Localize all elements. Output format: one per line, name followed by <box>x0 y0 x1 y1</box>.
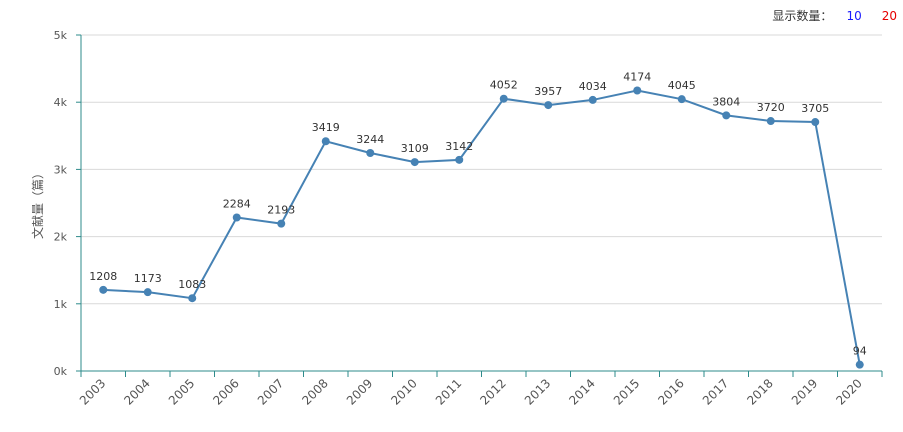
data-point[interactable] <box>811 118 820 127</box>
series-line <box>103 89 861 365</box>
data-label: 3419 <box>312 121 340 134</box>
x-tick-label: 2007 <box>255 376 286 407</box>
data-point[interactable] <box>677 95 686 104</box>
y-axis-title: 文献量（篇） <box>30 167 45 239</box>
data-label: 94 <box>853 345 867 358</box>
data-label: 4052 <box>490 79 518 92</box>
data-point[interactable] <box>499 94 508 103</box>
x-tick-label: 2010 <box>388 376 419 407</box>
x-tick-label: 2006 <box>210 376 241 407</box>
data-point[interactable] <box>633 86 642 95</box>
x-tick-label: 2011 <box>433 376 464 407</box>
data-point[interactable] <box>277 219 286 228</box>
data-labels: 1208 1173 1083 2284 2193 3419 3244 3109 3142 4052… <box>89 71 867 358</box>
y-tick-label: 2k <box>54 231 68 244</box>
x-tick-label: 2016 <box>655 376 686 407</box>
data-label: 2284 <box>223 198 251 211</box>
data-point[interactable] <box>321 137 330 146</box>
data-point[interactable] <box>855 360 864 369</box>
data-point[interactable] <box>766 117 775 126</box>
data-point[interactable] <box>99 285 108 294</box>
y-tick-label: 1k <box>54 298 68 311</box>
x-tick-label: 2015 <box>611 376 642 407</box>
data-point[interactable] <box>366 149 375 158</box>
display-count-label: 显示数量： <box>772 9 833 23</box>
y-tick-label: 3k <box>54 163 68 176</box>
data-point[interactable] <box>455 155 464 164</box>
y-tick-label: 5k <box>54 29 68 42</box>
x-tick-label: 2018 <box>744 376 775 407</box>
x-axis-ticks: 2003 2004 2005 2006 2007 2008 2009 2010 2011 2012… <box>77 371 883 408</box>
data-label: 1173 <box>134 272 162 285</box>
y-tick-label: 0k <box>54 365 68 378</box>
data-label: 3705 <box>801 102 829 115</box>
data-point[interactable] <box>410 158 419 167</box>
data-label: 1083 <box>178 278 206 291</box>
x-tick-label: 2019 <box>789 376 820 407</box>
x-tick-label: 2014 <box>566 376 597 407</box>
x-tick-label: 2003 <box>77 376 108 407</box>
data-point[interactable] <box>544 101 553 110</box>
data-point[interactable] <box>143 288 152 297</box>
data-point[interactable] <box>588 95 597 104</box>
data-label: 3957 <box>534 85 562 98</box>
x-tick-label: 2013 <box>522 376 553 407</box>
data-label: 3244 <box>356 133 384 146</box>
display-count-option-20[interactable]: 20 <box>881 8 897 23</box>
display-count-toolbar: 显示数量： 10 20 <box>772 7 897 24</box>
data-points <box>99 86 864 369</box>
display-count-option-10[interactable]: 10 <box>846 8 862 23</box>
data-point[interactable] <box>232 213 241 222</box>
data-point[interactable] <box>722 111 731 120</box>
x-tick-label: 2009 <box>344 376 375 407</box>
data-label: 2193 <box>267 204 295 217</box>
x-tick-label: 2012 <box>477 376 508 407</box>
x-tick-label: 2020 <box>833 376 864 407</box>
data-label: 4174 <box>623 71 651 84</box>
data-label: 4045 <box>668 79 696 92</box>
data-label: 3720 <box>757 101 785 114</box>
y-tick-label: 4k <box>54 96 68 109</box>
data-point[interactable] <box>188 294 197 303</box>
grid-lines <box>81 34 882 305</box>
data-label: 3142 <box>445 140 473 153</box>
x-tick-label: 2005 <box>166 376 197 407</box>
x-tick-label: 2017 <box>700 376 731 407</box>
x-tick-label: 2008 <box>299 376 330 407</box>
data-label: 3109 <box>401 142 429 155</box>
data-label: 4034 <box>579 80 607 93</box>
data-label: 3804 <box>712 95 740 108</box>
y-axis-ticks: 0k 1k 2k 3k 4k 5k <box>54 29 81 378</box>
data-label: 1208 <box>89 270 117 283</box>
x-tick-label: 2004 <box>121 376 152 407</box>
